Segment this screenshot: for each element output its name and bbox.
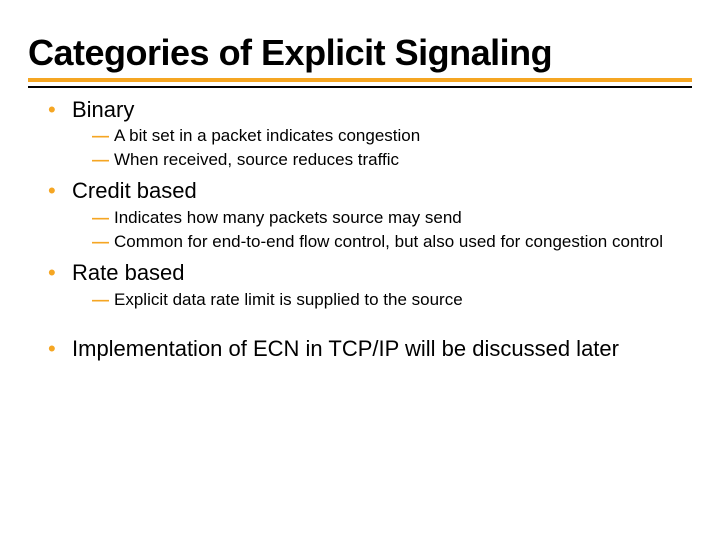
dash-icon: — bbox=[92, 208, 114, 228]
bullet-label: Binary bbox=[72, 96, 134, 124]
sub-label: A bit set in a packet indicates congesti… bbox=[114, 125, 420, 147]
sub-label: Explicit data rate limit is supplied to … bbox=[114, 289, 463, 311]
bullet-item: • Rate based bbox=[48, 259, 692, 287]
bullet-icon: • bbox=[48, 180, 72, 202]
title-underline-orange bbox=[28, 78, 692, 82]
sub-label: Indicates how many packets source may se… bbox=[114, 207, 462, 229]
spacer bbox=[34, 313, 692, 329]
dash-icon: — bbox=[92, 126, 114, 146]
slide-content: • Binary — A bit set in a packet indicat… bbox=[28, 96, 692, 362]
bullet-item: • Credit based bbox=[48, 177, 692, 205]
sub-item: — Explicit data rate limit is supplied t… bbox=[92, 289, 692, 311]
bullet-item: • Implementation of ECN in TCP/IP will b… bbox=[48, 335, 692, 363]
sub-label: When received, source reduces traffic bbox=[114, 149, 399, 171]
dash-icon: — bbox=[92, 150, 114, 170]
slide-title: Categories of Explicit Signaling bbox=[28, 34, 692, 72]
sub-item: — A bit set in a packet indicates conges… bbox=[92, 125, 692, 147]
bullet-label: Credit based bbox=[72, 177, 197, 205]
dash-icon: — bbox=[92, 290, 114, 310]
bullet-item: • Binary bbox=[48, 96, 692, 124]
sub-item: — When received, source reduces traffic bbox=[92, 149, 692, 171]
slide: Categories of Explicit Signaling • Binar… bbox=[0, 0, 720, 540]
sub-item: — Indicates how many packets source may … bbox=[92, 207, 692, 229]
bullet-label: Implementation of ECN in TCP/IP will be … bbox=[72, 335, 619, 363]
sub-label: Common for end-to-end flow control, but … bbox=[114, 231, 663, 253]
dash-icon: — bbox=[92, 232, 114, 252]
title-underline-black bbox=[28, 86, 692, 88]
bullet-icon: • bbox=[48, 99, 72, 121]
sub-item: — Common for end-to-end flow control, bu… bbox=[92, 231, 692, 253]
bullet-icon: • bbox=[48, 262, 72, 284]
bullet-label: Rate based bbox=[72, 259, 185, 287]
bullet-icon: • bbox=[48, 338, 72, 360]
